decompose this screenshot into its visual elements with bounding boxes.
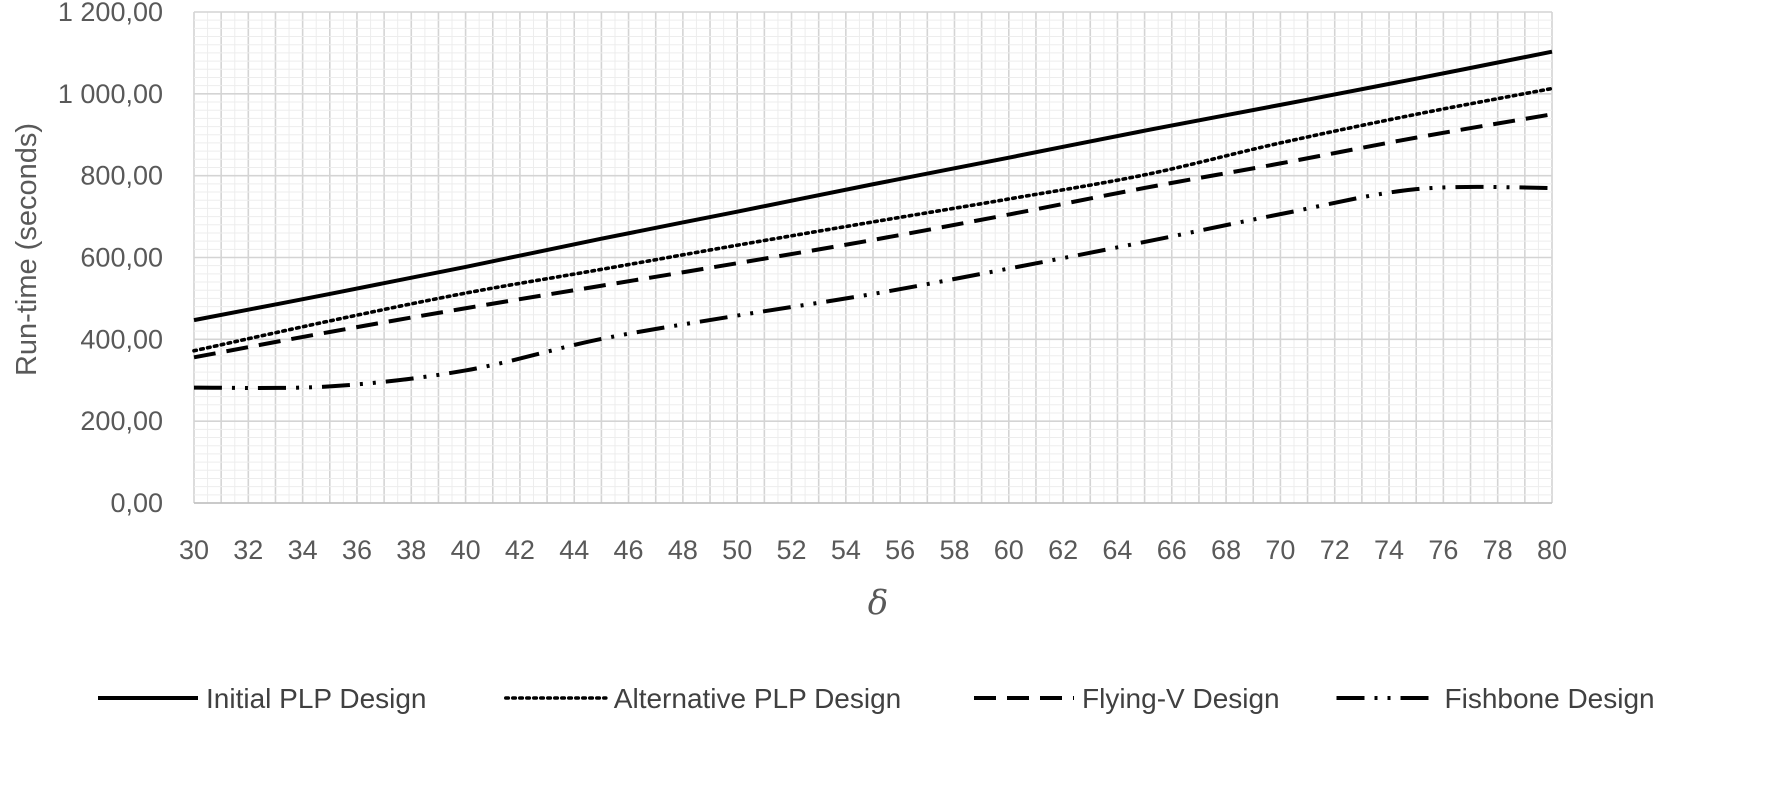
legend-item: Initial PLP Design xyxy=(98,683,427,714)
legend: Initial PLP Design Alternative PLP Design… xyxy=(98,683,1655,714)
series-line-fishbone-design xyxy=(193,184,1553,391)
x-axis-title: δ xyxy=(868,583,888,623)
series-line-initial-plp-design xyxy=(193,49,1553,323)
x-tick-label: 50 xyxy=(722,535,752,565)
x-tick-label: 78 xyxy=(1483,535,1513,565)
legend-label: Fishbone Design xyxy=(1445,683,1655,714)
x-tick-label: 44 xyxy=(559,535,589,565)
legend-label: Initial PLP Design xyxy=(206,683,427,714)
y-tick-label: 800,00 xyxy=(80,161,163,191)
x-tick-label: 74 xyxy=(1374,535,1404,565)
y-axis-ticks: 0,00 200,00 400,00 600,00 800,00 1 000,00 1 20… xyxy=(58,0,163,518)
x-tick-label: 54 xyxy=(831,535,861,565)
y-tick-label: 200,00 xyxy=(80,406,163,436)
x-tick-label: 66 xyxy=(1157,535,1187,565)
x-tick-label: 58 xyxy=(939,535,969,565)
series-line-flying-v-design xyxy=(193,112,1553,360)
x-tick-label: 76 xyxy=(1428,535,1458,565)
x-tick-label: 34 xyxy=(288,535,318,565)
x-tick-label: 80 xyxy=(1537,535,1567,565)
x-tick-label: 48 xyxy=(668,535,698,565)
x-tick-label: 72 xyxy=(1320,535,1350,565)
series-line-alternative-plp-design xyxy=(192,86,1554,353)
x-tick-label: 32 xyxy=(233,535,263,565)
y-tick-label: 400,00 xyxy=(80,324,163,354)
y-axis-title: Run-time (seconds) xyxy=(11,123,43,376)
legend-label: Flying-V Design xyxy=(1082,683,1280,714)
x-tick-label: 38 xyxy=(396,535,426,565)
x-tick-label: 30 xyxy=(179,535,209,565)
x-tick-label: 70 xyxy=(1265,535,1295,565)
x-tick-label: 64 xyxy=(1102,535,1132,565)
y-tick-label: 600,00 xyxy=(80,243,163,273)
y-tick-label: 0,00 xyxy=(110,488,163,518)
legend-label: Alternative PLP Design xyxy=(614,683,901,714)
legend-item: Flying-V Design xyxy=(974,683,1280,714)
x-tick-label: 56 xyxy=(885,535,915,565)
x-tick-label: 46 xyxy=(614,535,644,565)
x-axis-ticks: 30 32 34 36 38 40 42 44 46 48 50 52 54 56 58 60 62 64 66 68… xyxy=(179,535,1567,565)
x-tick-label: 40 xyxy=(451,535,481,565)
x-tick-label: 62 xyxy=(1048,535,1078,565)
x-tick-label: 68 xyxy=(1211,535,1241,565)
x-tick-label: 42 xyxy=(505,535,535,565)
legend-item: Fishbone Design xyxy=(1336,683,1655,714)
legend-item: Alternative PLP Design xyxy=(503,683,901,714)
series-lines xyxy=(192,49,1554,391)
grid xyxy=(193,11,1553,504)
y-tick-label: 1 000,00 xyxy=(58,79,163,109)
x-tick-label: 60 xyxy=(994,535,1024,565)
x-tick-label: 52 xyxy=(776,535,806,565)
y-tick-label: 1 200,00 xyxy=(58,0,163,27)
x-tick-label: 36 xyxy=(342,535,372,565)
